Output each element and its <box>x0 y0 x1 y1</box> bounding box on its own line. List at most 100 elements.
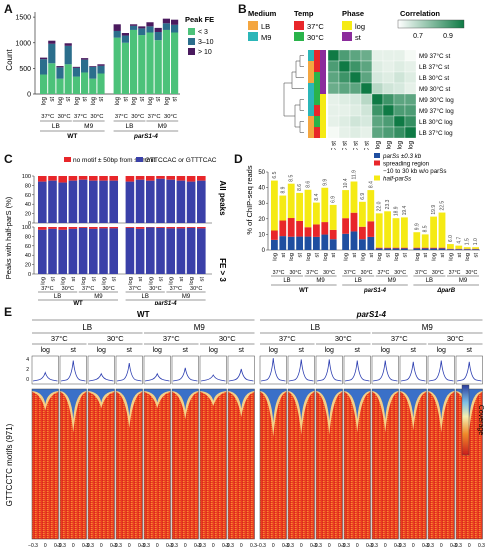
d-bar-segment <box>447 249 454 250</box>
a-bar-segment <box>130 29 138 94</box>
c-bar-nomotif <box>135 176 145 180</box>
b-row-label: LB 37°C st <box>419 63 449 71</box>
e-profile-line <box>144 372 170 382</box>
panel-c-legend-0: no motif ± 50bp from summit <box>73 157 156 164</box>
e-profile-line <box>288 359 314 382</box>
a-bar-segment <box>40 74 48 94</box>
a-phase-label: st <box>83 97 89 102</box>
c-tick-label: 60 <box>25 193 31 199</box>
d-bar-segment <box>401 247 408 249</box>
c-bar-motif <box>58 229 67 274</box>
c-bar-nomotif <box>197 176 206 181</box>
d-bar-segment <box>463 249 471 250</box>
d-data-label: 8.9 <box>280 186 286 193</box>
b-row-label: LB 30°C log <box>419 118 453 126</box>
a-phase-label: st <box>50 97 56 102</box>
a-bar-segment <box>138 28 146 36</box>
d-bar-segment <box>367 221 375 237</box>
d-bar-segment <box>463 247 471 249</box>
d-data-label: 19.4 <box>402 205 408 215</box>
e-xtick-mid: 0 <box>240 543 243 549</box>
a-bar-segment <box>48 40 56 44</box>
c-bar-motif <box>38 181 47 223</box>
e-heatmap-frame <box>115 388 143 540</box>
d-bar-segment <box>271 230 278 240</box>
b-heat-cell <box>371 82 384 95</box>
d-phase-label: log <box>323 253 329 261</box>
a-temp-label: 37°C <box>41 114 54 120</box>
d-legend-label: −10 to 30 kb w/o parSs <box>383 168 446 175</box>
b-heat-cell <box>404 104 417 117</box>
b-heat-cell <box>382 104 395 117</box>
d-bar-segment <box>296 192 303 221</box>
b-heat-cell <box>382 126 395 139</box>
b-annotation-cell <box>308 94 314 105</box>
d-phase-label: st <box>352 253 358 258</box>
d-bar-segment <box>421 247 429 249</box>
e-heatmap-frame <box>399 388 427 540</box>
d-temp-label: 37°C <box>377 270 389 276</box>
c-bar-nomotif <box>197 227 206 229</box>
a-bar-segment <box>121 33 129 36</box>
b-heat-cell <box>360 71 373 84</box>
a-legend-label: > 10 <box>198 49 212 56</box>
d-temp-label: 37°C <box>306 270 318 276</box>
c-bar-motif <box>109 228 118 274</box>
e-profile-line <box>456 361 482 382</box>
d-bar-segment <box>384 211 391 248</box>
a-bar-segment <box>113 30 121 38</box>
panel-c-legend-1: GTTCCAC or GTTTCAC <box>145 157 217 164</box>
e-temp-label: 30°C <box>335 334 352 343</box>
b-col-label: LB 37°C log <box>407 141 415 150</box>
e-xtick-right: 0.3 <box>194 543 201 549</box>
e-heatmap-signal-core <box>456 389 483 418</box>
c-tick-label: 0 <box>28 272 31 278</box>
d-data-label: 1.0 <box>473 238 479 245</box>
b-heat-cell <box>349 115 362 128</box>
d-phase-label: log <box>432 253 438 261</box>
panel-a-ylabel: Count <box>5 49 14 71</box>
a-bar-segment <box>64 64 72 94</box>
e-xtick-left: −0.3 <box>284 543 294 549</box>
b-heat-cell <box>382 71 395 84</box>
d-legend-swatch <box>374 175 380 181</box>
e-phase-label: log <box>381 347 390 354</box>
e-profile-line <box>400 361 426 382</box>
d-temp-label: 30°C <box>432 270 444 276</box>
c-bar-nomotif <box>109 227 118 229</box>
e-phase-label: log <box>153 347 162 354</box>
panel-c-side-fe: FE > 3 <box>218 258 227 282</box>
e-xtick-mid: 0 <box>156 543 159 549</box>
d-medium-label: LB <box>426 278 433 284</box>
e-heatmap-frame <box>287 388 315 540</box>
d-bar-segment <box>401 248 408 250</box>
a-bar-segment <box>113 37 121 94</box>
a-phase-label: log <box>148 97 154 105</box>
b-col-label: M9 30°C st <box>363 141 371 150</box>
b-annotation-cell <box>320 105 326 116</box>
b-heat-cell <box>338 104 351 117</box>
d-bar-segment <box>392 247 400 249</box>
a-legend-swatch <box>188 38 195 45</box>
c-bar-nomotif <box>176 176 186 181</box>
panel-e-heatmaps: GTTCCTC motifs (971) WT LB 37°C 30°C M9 37°C 3… <box>5 310 485 549</box>
d-bar-segment <box>321 234 329 250</box>
a-bar-segment <box>97 65 105 74</box>
b-heat-cell <box>382 49 395 62</box>
b-heat-cell <box>349 49 362 62</box>
e-temp-label: 30°C <box>447 334 464 343</box>
b-col-label: LB 30°C log <box>396 141 404 150</box>
d-data-label: 22.5 <box>440 201 446 211</box>
a-bar-segment <box>40 57 48 60</box>
a-medium-label: M9 <box>158 123 167 130</box>
d-bar-segment <box>279 220 287 237</box>
d-bar-segment <box>472 247 479 249</box>
c-bar-nomotif <box>48 176 57 181</box>
d-phase-label: st <box>281 253 287 258</box>
d-phase-label: st <box>402 253 408 258</box>
b-heat-cell <box>393 115 406 128</box>
e-xtick-right: 0.3 <box>450 543 457 549</box>
b-annotation-cell <box>320 50 326 61</box>
b-heat-cell <box>349 82 362 95</box>
d-data-label: 19.9 <box>431 205 437 215</box>
